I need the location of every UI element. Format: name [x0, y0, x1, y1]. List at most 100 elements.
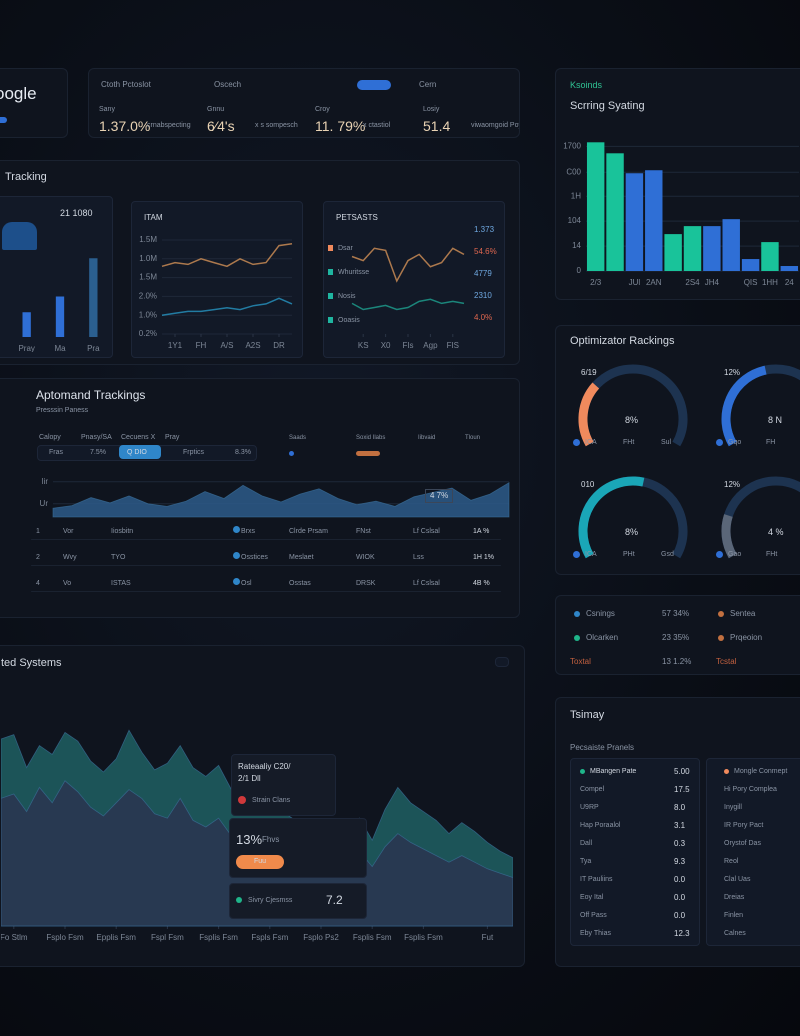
annotation: 4 7%: [425, 489, 454, 503]
chart: Pray Ma Pra: [18, 258, 100, 352]
y-tick-label: 1.0M: [139, 254, 157, 263]
legend-value: 23 35%: [662, 633, 690, 642]
decor: [2, 222, 37, 250]
gauge-label: 12%: [724, 368, 741, 377]
bar: [683, 226, 702, 271]
marker: [328, 293, 333, 299]
row-name: Compel: [580, 786, 605, 793]
row-name: Dall: [580, 840, 593, 847]
filter-value: Q DIO: [127, 449, 147, 456]
table: [706, 758, 800, 946]
filter-value: 8.3%: [235, 449, 251, 456]
legend-name: Csnings: [586, 609, 615, 618]
row-value: 9.3: [674, 857, 686, 866]
side-label: Tloun: [465, 435, 481, 441]
gauge-track: [578, 364, 688, 447]
marker: [328, 317, 333, 323]
x-tick-label: Pra: [87, 344, 100, 352]
line: [351, 247, 465, 283]
tooltip: Rateaaliy C20/2/1 Dll Strain Clans: [231, 754, 336, 816]
side-label: Iibvaid: [418, 435, 436, 441]
callout: 13% Fhvs Fuu: [229, 818, 367, 878]
footer-name: Sivry Cjesmss: [248, 897, 293, 904]
gauge-legend: FHt: [766, 551, 778, 558]
stat-value: 6⁄4's: [207, 118, 235, 134]
x-tick-label: 24: [785, 278, 794, 287]
figure: 4.0%: [474, 313, 493, 322]
marker: [724, 769, 729, 774]
stat-label: Sany: [99, 106, 115, 113]
x-tick-label: Fspl Fsm: [151, 933, 184, 942]
button[interactable]: Fuu: [236, 855, 284, 869]
row-name: Reol: [724, 858, 739, 865]
callout-value: 13%: [236, 832, 263, 847]
cell: Vo: [63, 580, 72, 587]
gauge-center: 4 %: [768, 527, 784, 537]
filter-head: Pray: [165, 434, 180, 441]
panel-title: Aptomand Trackings: [36, 388, 146, 402]
x-tick-label: FH: [196, 341, 207, 350]
legend-panel: Csnings 57 34% Olcarken 23 35% Toxtal 13 1.2%…: [555, 595, 800, 675]
row-icon: [233, 526, 240, 533]
gauge-legend: Sul: [661, 439, 672, 446]
gauge-track: [721, 476, 800, 559]
row-name: IT Pauliins: [580, 876, 613, 883]
logo: oogle: [0, 84, 37, 103]
bar: [55, 296, 65, 337]
bar: [664, 234, 682, 271]
filter-value: Fras: [49, 449, 63, 456]
gauge-legend: PHt: [623, 551, 635, 558]
card-title: PETSASTS: [336, 213, 378, 222]
row-name: Hap Poraalol: [580, 822, 621, 829]
cell: Vor: [63, 528, 74, 535]
menu: [495, 657, 509, 667]
gauge-label: 6/19: [581, 368, 597, 377]
line: [351, 298, 465, 311]
x-tick-label: Ma: [54, 344, 66, 352]
cell: 1A %: [473, 528, 490, 535]
filter-value: 7.5%: [90, 449, 106, 456]
bar: [586, 142, 605, 271]
marker: [328, 245, 333, 251]
row-rule: [31, 539, 501, 540]
x-tick-label: Epplis Fsm: [96, 933, 136, 942]
stat-value: 51.4: [423, 118, 451, 134]
x-tick-label: A/S: [221, 341, 234, 350]
x-tick-label: QIS: [744, 278, 758, 287]
cell: TYO: [111, 554, 126, 561]
legend-name: Tcstal: [716, 657, 737, 666]
row-value: 3.1: [674, 821, 686, 830]
toggle[interactable]: [357, 80, 391, 90]
card: ITAM 0.2% 1.0% 2.0% 1.5M 1.0M 1.5M 1Y1 FH A/S A2S D…: [131, 201, 303, 358]
x-tick-label: X0: [381, 341, 391, 350]
gauge-icon: [716, 551, 723, 558]
x-tick-label: Fsplis Fsm: [353, 933, 392, 942]
row-name: Inygill: [724, 804, 742, 811]
systems-panel: ted Systems Fo Stlm Fsplo Fsm Epplis Fsm Fsp…: [0, 645, 525, 967]
bar: [606, 153, 624, 271]
cell: Osstas: [289, 580, 311, 587]
cell: 2: [36, 554, 40, 561]
cell: WIOK: [356, 554, 375, 561]
automation-panel: Aptomand Trackings Presssin Paness Calopy P…: [0, 378, 520, 618]
scoring-panel: Ksoinds Scrring Syating 0 14 104 1H C00 1700 2/3…: [555, 68, 800, 300]
side-label: Soxid Ilabs: [356, 435, 386, 441]
marker: [574, 635, 580, 641]
legend-value: 13 1.2%: [662, 657, 692, 666]
gauge-legend: ICA: [585, 551, 597, 558]
marker: [580, 769, 585, 774]
footer-card: Sivry Cjesmss 7.2: [229, 883, 367, 919]
row-value: 5.00: [674, 767, 690, 776]
legend-value: 57 34%: [662, 609, 690, 618]
y-tick-label: 0.2%: [139, 329, 157, 338]
stat-label: Losiy: [423, 106, 440, 113]
y-tick-label: 0: [577, 266, 582, 275]
stat-label: Gnnu: [207, 106, 225, 113]
y-tick-label: 14: [572, 241, 581, 250]
series-name: Dsar: [338, 245, 353, 252]
tooltip-sub: 2/1 Dll: [238, 774, 261, 783]
x-tick-label: 2/3: [590, 278, 602, 287]
legend-name: Toxtal: [570, 657, 591, 666]
bar: [722, 219, 740, 271]
